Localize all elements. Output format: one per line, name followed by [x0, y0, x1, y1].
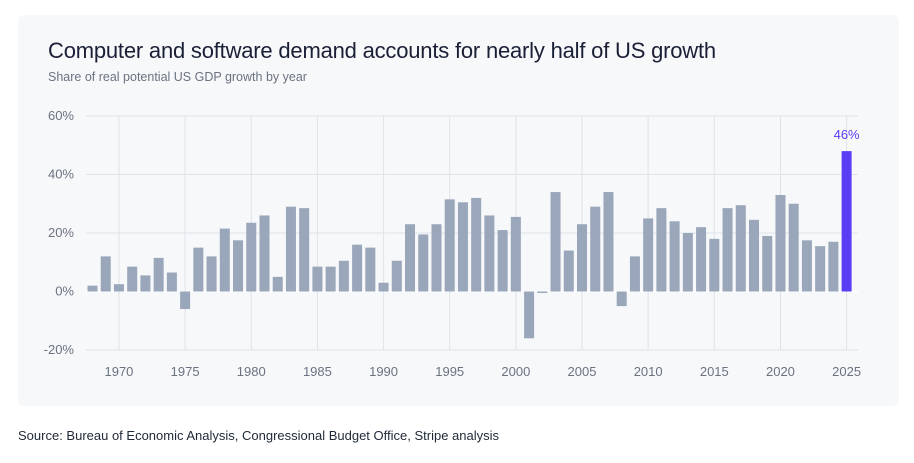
- bar-1986: [325, 266, 336, 292]
- highlight-value-label: 46%: [834, 127, 860, 142]
- y-tick-label: 0%: [55, 284, 74, 299]
- bar-1981: [259, 215, 270, 292]
- bar-2012: [669, 221, 680, 292]
- bar-2000: [510, 216, 521, 292]
- y-tick-label: 20%: [48, 225, 74, 240]
- bar-1989: [365, 247, 376, 292]
- bar-1992: [405, 224, 416, 292]
- bar-2015: [709, 238, 720, 292]
- bar-2014: [696, 227, 707, 292]
- bar-2022: [801, 240, 812, 292]
- y-tick-label: 60%: [48, 108, 74, 123]
- x-tick-label: 2000: [501, 364, 530, 379]
- bar-highlight-2025: [841, 151, 852, 292]
- bar-1985: [312, 266, 323, 292]
- bar-2004: [563, 250, 574, 292]
- bar-2017: [735, 205, 746, 292]
- bar-2006: [590, 206, 601, 292]
- bar-2001: [524, 291, 535, 339]
- x-tick-label: 1975: [171, 364, 200, 379]
- bar-2005: [577, 224, 588, 292]
- bar-2010: [643, 218, 654, 292]
- bar-1979: [233, 240, 244, 292]
- bar-1973: [153, 257, 164, 292]
- bar-2003: [550, 192, 561, 292]
- bar-2016: [722, 208, 733, 292]
- bar-1998: [484, 215, 495, 292]
- bar-1972: [140, 275, 151, 292]
- bar-2024: [828, 241, 839, 292]
- bar-1997: [471, 197, 482, 292]
- bar-2023: [815, 246, 826, 292]
- bar-1996: [457, 202, 468, 292]
- bar-1968: [87, 285, 98, 292]
- x-tick-label: 2025: [832, 364, 861, 379]
- x-tick-label: 1985: [303, 364, 332, 379]
- source-note: Source: Bureau of Economic Analysis, Con…: [18, 428, 500, 443]
- bar-1994: [431, 224, 442, 292]
- bar-1984: [299, 208, 310, 292]
- bar-1988: [352, 244, 363, 292]
- bar-1976: [193, 247, 204, 292]
- x-tick-label: 2015: [700, 364, 729, 379]
- axis-labels: 60% 40% 20% 0% -20% 1970 1975 1980 1985 1990 1995 2…: [44, 108, 861, 379]
- x-tick-label: 1995: [435, 364, 464, 379]
- bar-2009: [629, 256, 640, 292]
- bar-2002: [537, 291, 548, 293]
- bar-1971: [127, 266, 138, 292]
- bar-1977: [206, 256, 217, 292]
- bar-1995: [444, 199, 455, 292]
- bar-1991: [391, 260, 402, 292]
- bar-1969: [100, 256, 111, 292]
- x-tick-label: 1990: [369, 364, 398, 379]
- x-tick-label: 2005: [568, 364, 597, 379]
- bar-1990: [378, 282, 389, 292]
- bar-1999: [497, 230, 508, 292]
- bar-1982: [272, 276, 283, 292]
- bar-1974: [166, 272, 177, 292]
- x-tick-label: 2010: [634, 364, 663, 379]
- x-tick-label: 1980: [237, 364, 266, 379]
- bar-2021: [788, 203, 799, 292]
- bar-1980: [246, 222, 257, 292]
- bar-2013: [682, 233, 693, 292]
- bar-2007: [603, 192, 614, 292]
- bar-2018: [749, 219, 759, 292]
- x-tick-label: 2020: [766, 364, 795, 379]
- bar-2020: [775, 194, 786, 292]
- bar-2008: [616, 291, 627, 307]
- bar-1978: [219, 228, 230, 292]
- chart-title: Computer and software demand accounts fo…: [48, 38, 716, 63]
- y-tick-label: 40%: [48, 167, 74, 182]
- bar-1970: [113, 284, 124, 292]
- bar-1983: [285, 206, 296, 292]
- chart-subtitle: Share of real potential US GDP growth by…: [48, 70, 307, 84]
- bar-2019: [762, 235, 773, 292]
- bar-2011: [656, 208, 667, 292]
- bar-1975: [180, 291, 191, 310]
- bars: [87, 151, 852, 339]
- x-tick-label: 1970: [104, 364, 133, 379]
- y-tick-label: -20%: [44, 342, 75, 357]
- bar-1987: [338, 260, 349, 292]
- bar-1993: [418, 234, 429, 292]
